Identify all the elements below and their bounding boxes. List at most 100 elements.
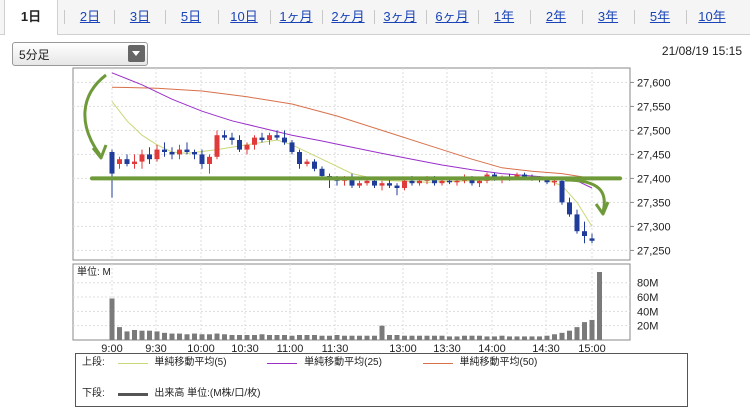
candle-body <box>222 135 227 138</box>
tab-separator <box>634 10 635 24</box>
candle-body <box>477 180 482 184</box>
tab-7[interactable]: 2ヶ月 <box>331 9 365 24</box>
tab-separator <box>114 10 115 24</box>
legend-lower-label: 下段: <box>82 388 105 399</box>
tab-10[interactable]: 1年 <box>493 9 515 24</box>
time-tick-label: 9:00 <box>101 343 122 355</box>
volume-bar <box>522 336 527 340</box>
volume-bar <box>109 298 115 340</box>
volume-bar <box>447 336 452 340</box>
price-tick-label: 27,550 <box>637 101 671 113</box>
candle-body <box>439 180 445 184</box>
tab-separator <box>426 10 427 24</box>
volume-bar <box>424 335 430 340</box>
chart-timestamp: 21/08/19 15:15 <box>661 44 742 58</box>
volume-bar <box>342 335 347 340</box>
time-tick-label: 11:00 <box>277 343 304 355</box>
interval-select-value: 5分足 <box>19 48 50 62</box>
candle-body <box>409 180 415 184</box>
legend-volume: 出来高 単位:(M株/口/枚) <box>154 388 261 399</box>
candle-body <box>289 142 295 152</box>
tab-6[interactable]: 1ヶ月 <box>279 9 313 24</box>
chevron-down-icon[interactable] <box>128 45 145 62</box>
volume-bar <box>477 335 482 340</box>
volume-bar <box>124 331 130 340</box>
candle-body <box>417 180 422 184</box>
tab-4[interactable]: 5日 <box>180 9 202 24</box>
volume-bar <box>529 336 535 340</box>
candle-body <box>252 137 257 145</box>
volume-bar <box>402 335 407 340</box>
volume-tick-label: 60M <box>637 292 658 304</box>
legend-ma50: 単純移動平均(50) <box>459 357 538 368</box>
volume-bar <box>154 331 160 340</box>
price-tick-label: 27,300 <box>637 221 671 233</box>
arrowhead-left <box>91 144 108 160</box>
tab-14[interactable]: 10年 <box>698 9 726 24</box>
volume-bar <box>417 335 422 340</box>
volume-bar <box>237 334 242 340</box>
volume-bar <box>574 327 580 340</box>
candle-body <box>312 161 317 169</box>
interval-select[interactable]: 5分足 <box>12 42 148 66</box>
tab-1[interactable]: 1日 <box>4 0 58 35</box>
volume-bar <box>207 334 212 340</box>
candle-body <box>282 137 287 143</box>
tab-2[interactable]: 2日 <box>79 9 101 24</box>
volume-bar <box>454 336 460 340</box>
tab-5[interactable]: 10日 <box>230 9 258 24</box>
volume-bar <box>319 335 325 340</box>
candle-body <box>139 154 145 162</box>
volume-bar <box>379 325 385 340</box>
volume-bar <box>439 335 445 340</box>
tab-12[interactable]: 3年 <box>597 9 619 24</box>
price-tick-label: 27,250 <box>637 245 671 257</box>
time-tick-label: 14:30 <box>532 343 560 355</box>
volume-bar <box>357 335 362 340</box>
legend-upper-label: 上段: <box>82 357 105 368</box>
volume-bar <box>297 334 302 340</box>
candle-body <box>364 180 370 184</box>
price-tick-label: 27,500 <box>637 125 671 137</box>
candle-body <box>582 231 587 236</box>
volume-panel <box>72 263 631 341</box>
tab-11[interactable]: 2年 <box>545 9 567 24</box>
ma50-swatch <box>422 362 453 364</box>
tab-separator <box>165 10 166 24</box>
volume-bar <box>117 327 122 340</box>
period-tabs: 1日 2日 3日 5日 10日 1ヶ月 2ヶ月 3ヶ月 6ヶ月 1年 2年 3年 5年 10年 <box>0 0 750 35</box>
tab-9[interactable]: 6ヶ月 <box>435 9 469 24</box>
volume-bar <box>132 329 137 340</box>
candle-body <box>199 154 205 164</box>
tab-13[interactable]: 5年 <box>649 9 671 24</box>
candle-body <box>259 137 265 140</box>
candle-body <box>574 214 580 232</box>
volume-bar <box>267 334 272 340</box>
candle-body <box>177 149 182 155</box>
tab-separator <box>530 10 531 24</box>
volume-tick-label: 40M <box>637 306 658 318</box>
tab-3[interactable]: 3日 <box>129 9 151 24</box>
tab-8[interactable]: 3ヶ月 <box>383 9 417 24</box>
volume-bar <box>222 334 227 340</box>
candle-body <box>229 137 235 140</box>
volume-bar <box>432 335 437 340</box>
volume-bar <box>589 319 595 340</box>
volume-bar <box>184 334 190 340</box>
volume-bar <box>304 334 310 340</box>
time-tick-label: 13:00 <box>389 343 417 355</box>
arrow-left <box>83 73 107 156</box>
candle-body <box>522 174 527 178</box>
ma50-line <box>111 86 593 179</box>
volume-bar <box>192 333 197 340</box>
volume-bar <box>484 336 490 340</box>
candle-body <box>214 135 220 157</box>
candle-body <box>372 180 377 186</box>
tab-separator <box>478 10 479 24</box>
candle-body <box>447 180 452 183</box>
candle-body <box>154 149 160 160</box>
volume-bar <box>492 336 497 340</box>
tab-separator <box>270 10 271 24</box>
price-tick-label: 27,600 <box>637 77 671 89</box>
candle-body <box>267 135 272 140</box>
